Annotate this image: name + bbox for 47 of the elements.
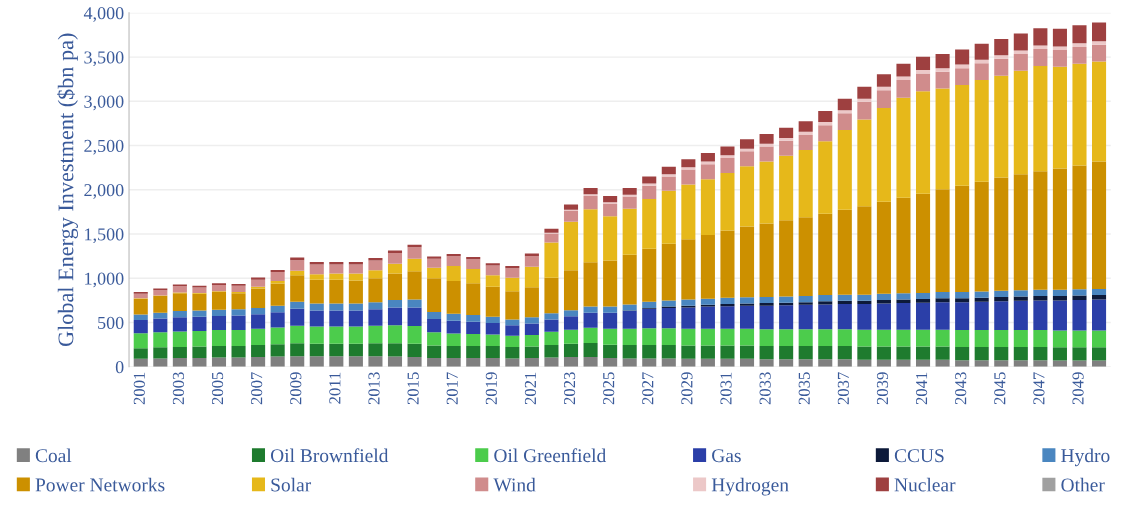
legend-label: Solar (271, 477, 312, 492)
legend-label: Nuclear (894, 477, 956, 492)
x-tick-label: 2019 (485, 372, 497, 405)
legend-label: CCUS (894, 449, 944, 463)
x-tick-label: 2049 (1072, 372, 1084, 405)
y-tick-label: 2,000 (84, 184, 124, 199)
x-tick-label: 2027 (642, 372, 654, 405)
x-tick-label: 2039 (876, 372, 889, 405)
x-tick-label: 2007 (251, 372, 263, 405)
legend-label: Power Networks (35, 477, 165, 492)
y-tick-label: 3,500 (84, 51, 124, 67)
y-tick-label: 2,500 (84, 139, 124, 155)
legend-label: Other (1061, 477, 1105, 492)
x-tick-label: 2033 (759, 372, 771, 405)
y-tick-label: 4,000 (83, 7, 124, 22)
x-tick-label: 2021 (524, 372, 537, 405)
x-tick-label: 2015 (407, 372, 419, 405)
legend-label: Hydro (1061, 448, 1110, 467)
x-tick-label: 2037 (837, 372, 849, 405)
legend-label: Wind (493, 477, 536, 492)
y-tick-label: 500 (98, 316, 124, 329)
x-tick-label: 2023 (563, 372, 576, 405)
x-tick-label: 2029 (681, 372, 693, 405)
x-tick-label: 2043 (955, 372, 967, 405)
x-tick-label: 2041 (915, 372, 928, 405)
y-tick-label: 0 (115, 361, 124, 374)
x-tick-label: 2011 (329, 372, 341, 404)
x-tick-label: 2025 (603, 372, 615, 405)
y-axis-title: Global Energy Investment ($bn pa) (57, 33, 78, 347)
legend-label: Oil Greenfield (494, 448, 607, 463)
x-tick-label: 2003 (172, 372, 185, 405)
x-tick-label: 2045 (994, 372, 1006, 405)
y-tick-label: 3,000 (84, 95, 124, 111)
x-tick-label: 2047 (1033, 372, 1045, 405)
x-tick-label: 2035 (798, 372, 810, 405)
legend-label: Hydrogen (711, 477, 789, 496)
y-tick-label: 1,000 (85, 272, 124, 288)
legend-label: Oil Brownfield (270, 448, 389, 463)
legend-label: Coal (35, 448, 72, 463)
y-tick-label: 1,500 (85, 228, 124, 244)
x-tick-label: 2031 (720, 372, 732, 405)
x-tick-label: 2009 (290, 372, 302, 405)
x-tick-label: 2013 (368, 372, 380, 405)
x-tick-label: 2001 (133, 372, 145, 405)
x-tick-label: 2017 (446, 372, 458, 405)
legend-label: Gas (712, 449, 741, 463)
x-tick-label: 2005 (211, 372, 224, 405)
